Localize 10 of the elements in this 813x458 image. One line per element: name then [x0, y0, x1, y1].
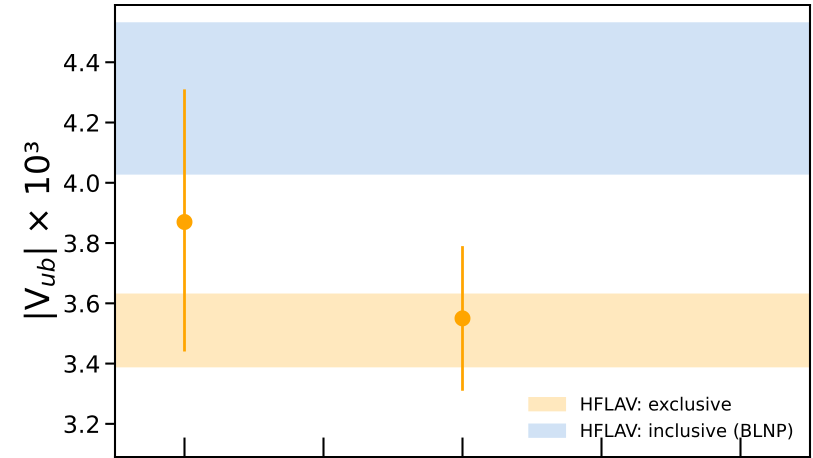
legend-label: HFLAV: exclusive	[581, 396, 731, 411]
y-axis-title: |V$_{ub}$| × 10³	[24, 142, 57, 318]
legend-label: HFLAV: inclusive (BLNP)	[581, 423, 792, 440]
y-tick-label: 4.0	[64, 174, 99, 192]
y-tick-label: 3.4	[64, 355, 100, 373]
y-tick-label: 3.8	[64, 234, 99, 252]
y-tick-label: 4.4	[64, 54, 100, 72]
y-tick-label: 4.2	[64, 114, 98, 132]
y-tick-label: 3.6	[64, 294, 99, 313]
y-tick-label: 3.2	[64, 415, 98, 434]
